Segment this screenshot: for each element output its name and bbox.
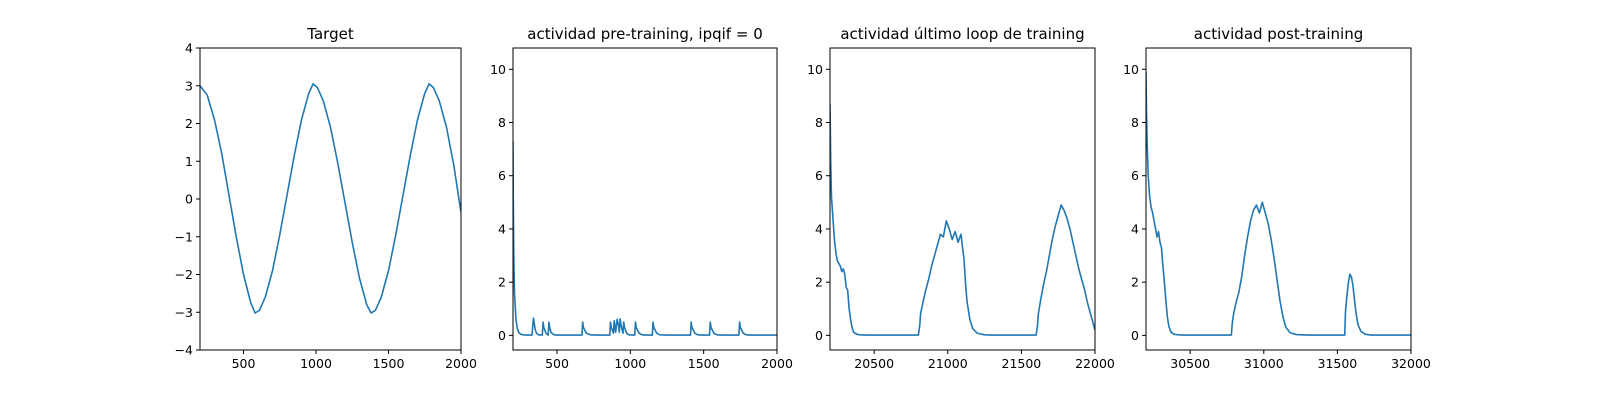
y-tick-label: 8 [1131, 115, 1139, 130]
x-tick-label: 31000 [1244, 356, 1284, 371]
x-tick-label: 1500 [688, 356, 720, 371]
y-tick-label: 0 [185, 192, 193, 207]
x-tick-label: 20500 [854, 356, 894, 371]
x-tick-label: 21000 [928, 356, 968, 371]
x-tick-label: 2000 [445, 356, 477, 371]
y-tick-label: 2 [815, 275, 823, 290]
x-tick-label: 30500 [1170, 356, 1210, 371]
subplot-title: Target [306, 25, 354, 43]
y-tick-label: 6 [815, 168, 823, 183]
series-line [513, 141, 777, 336]
y-tick-label: −3 [175, 305, 193, 320]
x-tick-label: 500 [232, 356, 256, 371]
subplot-1: Target 500 1000 1500 2000 −4 −3 −2 −1 0 1 2 3 4 [175, 25, 477, 371]
y-tick-label: −1 [175, 229, 193, 244]
y-tick-label: 0 [815, 328, 823, 343]
y-tick-label: −2 [175, 267, 193, 282]
y-tick-label: 2 [498, 275, 506, 290]
series-line [1146, 71, 1411, 336]
subplot-4: actividad post-training 30500 31000 31500 32… [1123, 25, 1431, 371]
y-tick-label: 4 [185, 41, 193, 56]
y-tick-label: 10 [1123, 62, 1139, 77]
x-tick-label: 31500 [1318, 356, 1358, 371]
y-tick-label: 4 [498, 221, 506, 236]
y-tick-label: 2 [1131, 275, 1139, 290]
y-tick-label: −4 [175, 343, 193, 358]
axes-frame [199, 47, 462, 351]
subplot-title: actividad post-training [1194, 25, 1363, 43]
subplot-title: actividad último loop de training [840, 25, 1084, 43]
series-line [200, 83, 461, 314]
x-tick-label: 1000 [614, 356, 646, 371]
x-tick-label: 1500 [373, 356, 405, 371]
y-tick-label: 1 [185, 154, 193, 169]
x-tick-label: 2000 [761, 356, 793, 371]
axes-frame [512, 47, 778, 351]
subplot-2: actividad pre-training, ipqif = 0 500 1000… [490, 25, 793, 371]
x-tick-label: 500 [545, 356, 569, 371]
x-tick-label: 1000 [300, 356, 332, 371]
axes-frame [1145, 47, 1412, 351]
y-tick-label: 8 [498, 115, 506, 130]
y-tick-label: 3 [185, 78, 193, 93]
y-tick-label: 4 [815, 221, 823, 236]
axes-frame [829, 47, 1096, 351]
y-tick-label: 0 [1131, 328, 1139, 343]
y-tick-label: 2 [185, 116, 193, 131]
y-tick-label: 0 [498, 328, 506, 343]
y-tick-label: 10 [490, 62, 506, 77]
y-tick-label: 6 [498, 168, 506, 183]
x-tick-label: 21500 [1002, 356, 1042, 371]
x-tick-label: 22000 [1075, 356, 1115, 371]
y-tick-label: 8 [815, 115, 823, 130]
subplot-title: actividad pre-training, ipqif = 0 [527, 25, 763, 43]
y-tick-label: 4 [1131, 221, 1139, 236]
y-tick-label: 10 [807, 62, 823, 77]
y-tick-label: 6 [1131, 168, 1139, 183]
x-tick-label: 32000 [1391, 356, 1431, 371]
series-line [830, 103, 1095, 336]
